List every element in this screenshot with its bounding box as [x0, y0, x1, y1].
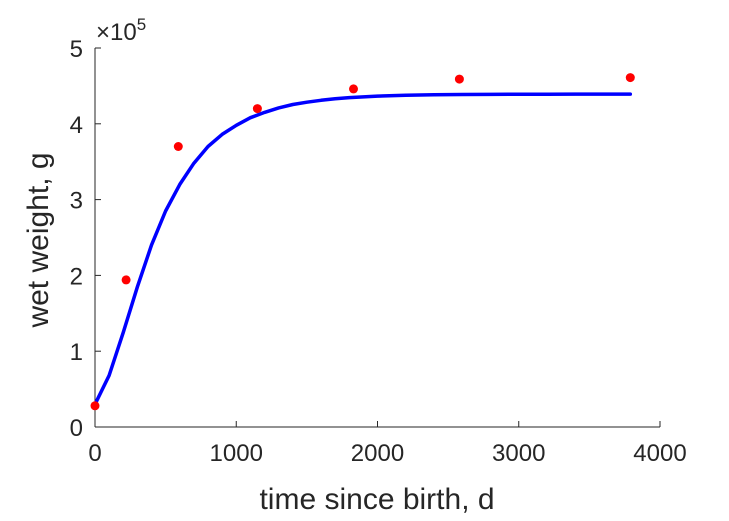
x-axis-title: time since birth, d	[259, 483, 494, 516]
data-point	[90, 401, 100, 411]
y-tick-label: 3	[70, 188, 83, 215]
x-tick-label: 3000	[492, 440, 545, 467]
x-tick-label: 2000	[351, 440, 404, 467]
y-exponent-power: 5	[137, 15, 146, 34]
data-point	[252, 104, 262, 114]
y-tick-label: 5	[70, 36, 83, 63]
y-tick-label: 0	[70, 415, 83, 442]
axes	[94, 48, 660, 428]
y-tick-label: 2	[70, 263, 83, 290]
ticks: 0 1000 2000 3000 4000 0 1 2 3 4 5	[70, 36, 687, 467]
y-exponent-label: ×105	[96, 15, 146, 46]
data-point	[173, 142, 183, 151]
data-point	[454, 74, 464, 84]
x-tick-label: 1000	[210, 440, 263, 467]
y-tick-label: 1	[70, 339, 83, 366]
fit-curve	[93, 92, 633, 407]
data-point	[625, 73, 635, 83]
y-exponent-multiplier: ×10	[96, 19, 137, 46]
x-tick-label: 0	[88, 440, 101, 467]
plot-area	[90, 73, 635, 411]
data-point	[121, 275, 131, 285]
y-tick-label: 4	[70, 112, 83, 139]
x-tick-label: 4000	[633, 440, 686, 467]
y-axis-title: wet weight, g	[22, 152, 55, 328]
data-point	[349, 84, 358, 94]
